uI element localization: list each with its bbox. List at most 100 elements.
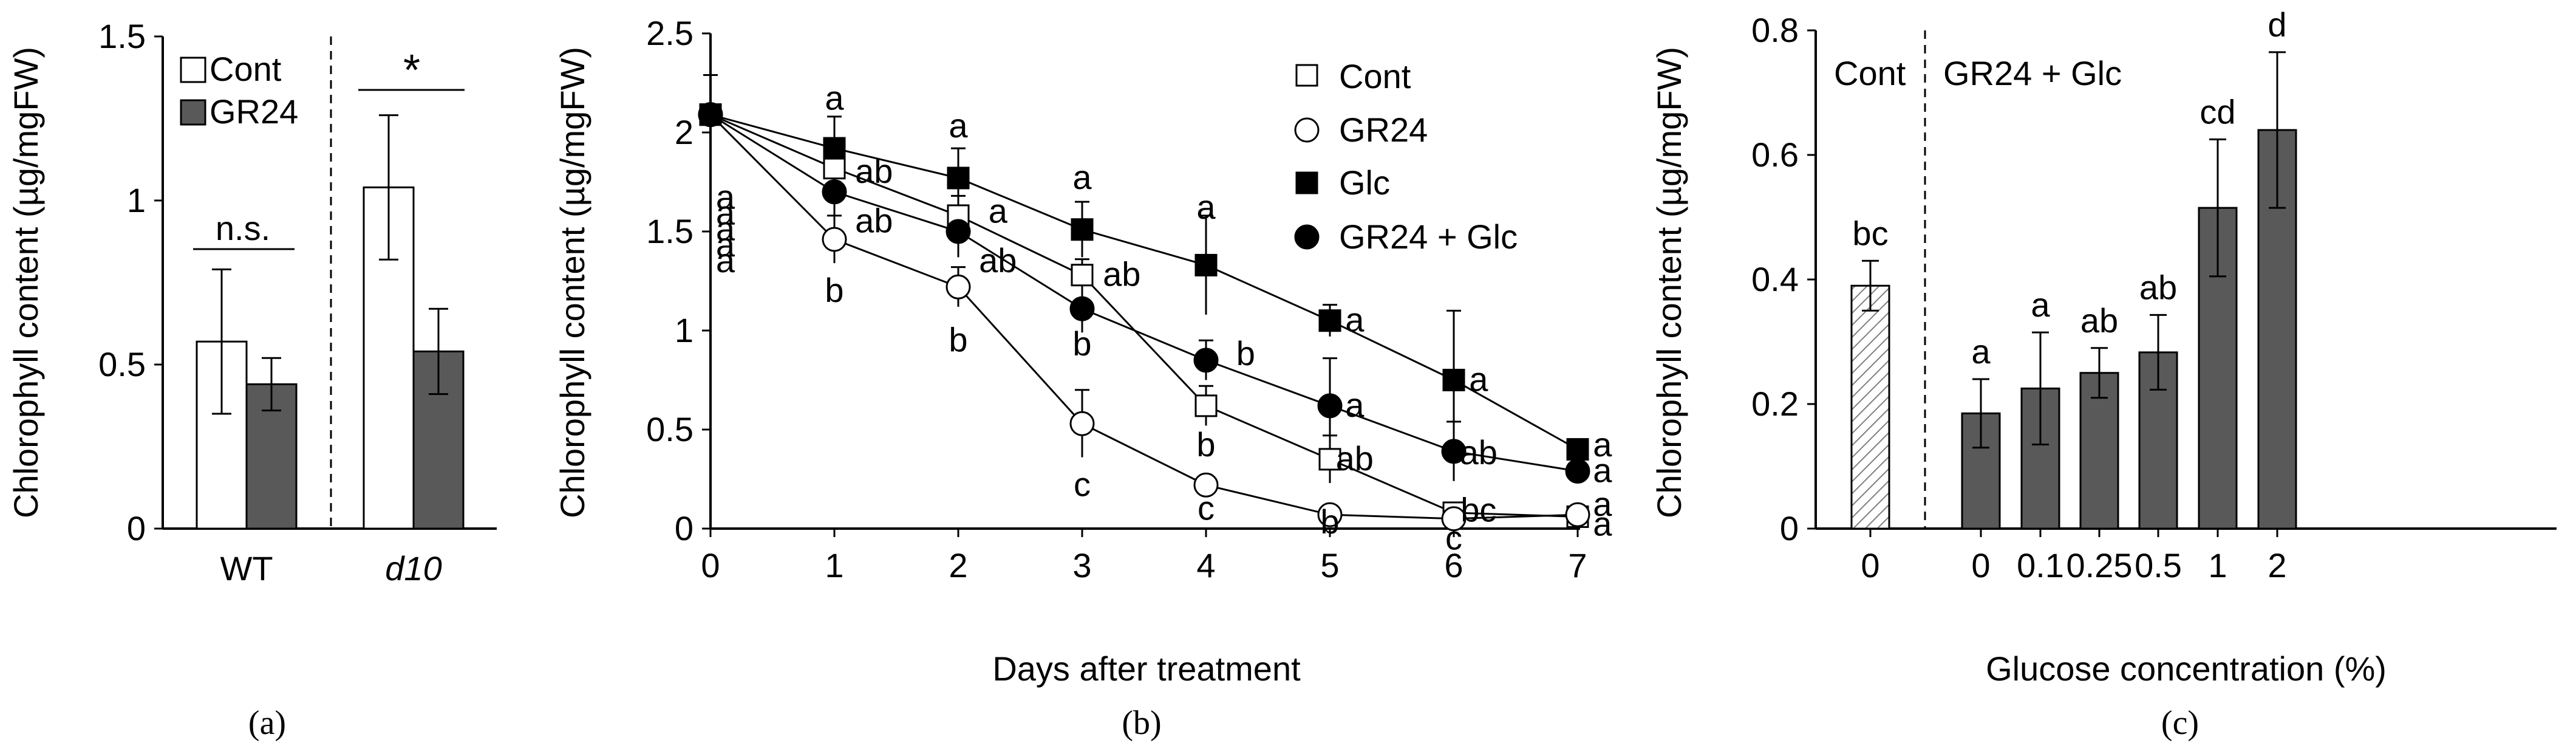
letter-day0: a — [716, 241, 735, 279]
letter-day2: a — [949, 106, 968, 145]
bar-glucose-0-cont — [1850, 284, 1890, 530]
panel-b-x-ticks: 0 1 2 3 4 5 6 7 — [701, 529, 1587, 584]
panel-c-y-label: Chlorophyll content (µg/mgFW) — [1650, 47, 1688, 518]
letter-glucose-1: cd — [2199, 92, 2235, 131]
letter-day5: b — [1320, 502, 1339, 541]
legend-b-gr24-label: GR24 — [1339, 111, 1428, 149]
point-cont — [1318, 448, 1341, 471]
panel-b-x-tick-label: 1 — [825, 546, 843, 584]
point-glc — [1194, 253, 1218, 276]
letter-day6: ab — [1460, 433, 1498, 471]
series-line-glc — [710, 114, 1578, 450]
panel-a-label: (a) — [248, 704, 286, 742]
panel-c-x-label: Glucose concentration (%) — [1986, 649, 2387, 688]
letter-day6: bc — [1460, 491, 1496, 529]
panel-b-x-label: Days after treatment — [992, 649, 1301, 688]
point-gr24-glc — [1069, 296, 1095, 321]
panel-b-y-tick-label: 1 — [675, 311, 693, 349]
letter-day3: c — [1074, 465, 1091, 503]
panel-a-y-tick-label: 1.5 — [98, 17, 146, 55]
bar-glucose-0.25 — [2079, 372, 2119, 530]
panel-a-y-tick-label: 1 — [127, 181, 146, 219]
letter-day1: ab — [855, 152, 893, 190]
panel-a-y-tick-label: 0.5 — [98, 345, 146, 383]
point-gr24 — [822, 227, 847, 252]
panel-c-y-tick-label: 0.8 — [1751, 11, 1799, 49]
point-gr24 — [946, 274, 971, 300]
point-gr24-glc — [1317, 393, 1343, 419]
point-cont — [823, 157, 846, 180]
series-line-gr24-glc — [710, 114, 1578, 472]
panel-b-y-tick-label: 0 — [675, 509, 693, 547]
point-gr24-glc — [698, 102, 723, 128]
panel-a: 0 0.5 1 1.5 Chlorophyll content (µg/mgFW) W… — [7, 17, 497, 742]
point-gr24-glc — [1565, 458, 1590, 484]
point-cont — [1071, 264, 1094, 287]
point-glc — [1071, 218, 1094, 241]
legend-b-glc-marker — [1295, 171, 1318, 194]
letter-day7: a — [1593, 451, 1612, 489]
letter-glucose-0.5: ab — [2139, 268, 2177, 306]
point-cont — [1194, 394, 1218, 417]
panel-b-label: (b) — [1122, 704, 1161, 742]
panel-c-x-tick-label: 0 — [1861, 546, 1879, 584]
panel-b-x-tick-label: 2 — [949, 546, 967, 584]
letter-day4: b — [1236, 334, 1255, 372]
letter-day6: c — [1445, 518, 1462, 557]
panel-b-series — [698, 74, 1590, 532]
letter-day7: a — [1593, 485, 1612, 523]
letter-day0: a — [716, 178, 735, 216]
panel-c-group-gr24glc: GR24 + Glc — [1943, 54, 2122, 92]
panel-c-x-tick-label: 1 — [2208, 546, 2227, 584]
bar-glucose-0 — [1961, 412, 2001, 530]
panel-c-y-tick-label: 0.2 — [1751, 385, 1799, 423]
panel-c-x-tick-label: 0.1 — [2017, 546, 2064, 584]
letter-day7: a — [1593, 504, 1612, 543]
panel-b-x-tick-label: 3 — [1072, 546, 1091, 584]
panel-b-x-tick-label: 7 — [1568, 546, 1587, 584]
letter-day2: ab — [979, 241, 1017, 279]
panel-c: 00.20.40.60.8 bc0a0a0.1ab0.25ab0.5cd1d2 … — [1650, 5, 2557, 742]
point-glc — [1442, 369, 1465, 391]
panel-b-x-tick-label: 6 — [1444, 546, 1463, 584]
panel-b-y-tick-label: 0.5 — [646, 410, 693, 448]
point-gr24 — [1193, 472, 1219, 498]
legend-cont-label: Cont — [210, 50, 282, 88]
letter-day1: ab — [855, 202, 893, 240]
sig-label-wt: n.s. — [216, 209, 270, 247]
panel-c-x-tick-label: 0.25 — [2067, 546, 2133, 584]
panel-b-x-tick-label: 4 — [1196, 546, 1215, 584]
panel-b-y-tick-label: 2 — [675, 113, 693, 151]
point-gr24-glc — [1441, 439, 1467, 464]
panel-c-x-tick-label: 2 — [2268, 546, 2286, 584]
letter-day0: a — [716, 225, 735, 264]
panel-b-x-tick-label: 0 — [701, 546, 720, 584]
letter-day4: a — [1196, 188, 1216, 226]
letter-day2: a — [989, 191, 1008, 230]
panel-a-bars — [196, 114, 465, 530]
panel-a-y-tick-label: 0 — [127, 509, 146, 547]
panel-c-group-cont: Cont — [1834, 54, 1906, 92]
letter-glucose-0: bc — [1852, 214, 1888, 252]
panel-c-y-tick-label: 0.4 — [1751, 260, 1799, 298]
letter-day5: ab — [1336, 439, 1374, 478]
legend-b-glc-label: Glc — [1339, 163, 1390, 202]
legend-gr24-swatch — [180, 99, 206, 126]
series-line-cont — [710, 114, 1578, 518]
point-gr24-glc — [822, 179, 847, 205]
point-glc — [947, 166, 970, 190]
panel-b-x-tick-label: 5 — [1320, 546, 1339, 584]
panel-b-y-tick-label: 1.5 — [646, 212, 693, 250]
panel-c-y-tick-label: 0 — [1780, 509, 1799, 547]
point-gr24 — [1069, 411, 1095, 436]
letter-day5: a — [1345, 386, 1365, 424]
point-gr24 — [1441, 506, 1467, 532]
panel-b-y-ticks: 0 0.5 1 1.5 2 2.5 — [646, 14, 710, 547]
panel-b-y-tick-label: 2.5 — [646, 14, 693, 52]
letter-day1: b — [825, 271, 843, 309]
letter-glucose-0.1: a — [2031, 286, 2050, 324]
panel-c-label: (c) — [2161, 704, 2199, 742]
panel-c-bars: bc 0 a 0 a 0.1 ab 0.25 ab 0.5 cd 1 d 2 — [1850, 5, 2297, 584]
